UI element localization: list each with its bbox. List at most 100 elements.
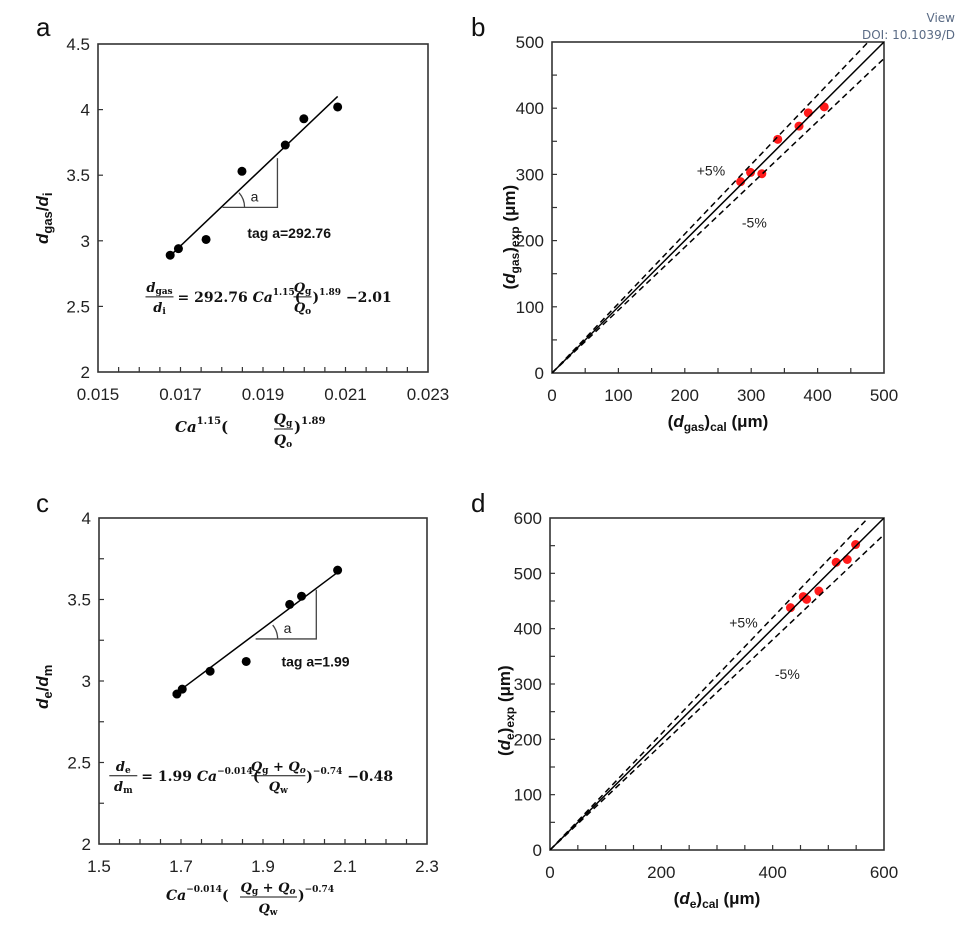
data-point [333, 102, 343, 112]
y-tick-label: 4 [81, 101, 90, 120]
y-tick-label: 2 [82, 835, 91, 854]
inner-fraction-denominator: Qo [294, 301, 311, 317]
plot-frame [97, 43, 429, 373]
text-part: d [679, 889, 690, 908]
x-axis-title-numerator: Qg [274, 412, 293, 429]
text-part: / [33, 686, 52, 691]
text-part: ) [500, 247, 519, 253]
panel-b: b 0 100 200 300 400 500 0 100 200 300 400 500 +5% -5% (… [471, 12, 898, 434]
text-part: exp [503, 707, 517, 728]
y-tick-label: 2.5 [67, 754, 91, 773]
deviation-label: -5% [742, 214, 767, 230]
text-part: + Q [268, 760, 300, 775]
minus-5pct-line [550, 534, 884, 850]
text-part: ( [500, 284, 519, 290]
x-tick-label: 300 [737, 386, 765, 405]
doi-link[interactable]: DOI: 10.1039/D [862, 28, 955, 42]
y-tick-label: 3 [82, 672, 91, 691]
text-part: −2.01 [341, 290, 392, 306]
text-part: (μm) [719, 889, 761, 908]
data-point [785, 603, 795, 613]
y-axis-title: de/dm [33, 665, 55, 709]
panel-letter: c [36, 488, 49, 518]
y-tick-label: 4.5 [66, 35, 90, 54]
view-link[interactable]: View [926, 11, 955, 25]
text-part: Q [274, 412, 286, 428]
y-tick-label: 500 [516, 33, 544, 52]
data-point [802, 594, 812, 604]
panel-a: a 0.015 0.017 0.019 0.021 0.023 2 2.5 3 3.5 4 4.5 a t… [33, 12, 449, 450]
x-tick-label: 600 [870, 863, 898, 882]
panel-letter: d [471, 488, 485, 518]
y-tick-label: 0 [533, 841, 542, 860]
data-point [803, 108, 813, 118]
text-part: 1.15 [273, 288, 295, 298]
text-part: −0.74 [305, 885, 334, 895]
text-part: m [40, 665, 55, 677]
text-part: d [116, 760, 125, 775]
inner-fraction-numerator: Qg + Qo [251, 760, 306, 776]
x-tick-label: 2.3 [415, 857, 439, 876]
text-part: e [40, 691, 55, 698]
text-part: d [33, 233, 52, 244]
text-part: gas [155, 287, 172, 297]
text-part: ) [495, 728, 514, 734]
text-part: ( [668, 412, 674, 431]
text-part: Q [294, 301, 306, 316]
text-part: i [40, 192, 55, 196]
equation-lhs-denominator: dm [114, 780, 133, 796]
text-part: −0.014 [217, 767, 253, 777]
plot-area [552, 42, 884, 373]
text-part: 1.15 [197, 416, 221, 427]
text-part: ) [298, 888, 305, 904]
text-part: o [289, 887, 295, 897]
y-axis-title: (dgas)exp (μm) [500, 185, 522, 290]
y-tick-label: 600 [514, 509, 542, 528]
text-part: Q [241, 881, 253, 896]
text-part: i [162, 307, 166, 317]
data-point [842, 555, 852, 564]
text-part: d [33, 698, 52, 709]
slope-annotation: tag a=292.76 [247, 225, 331, 241]
data-point [773, 134, 783, 144]
text-part: o [300, 766, 306, 776]
x-tick-label: 500 [870, 386, 898, 405]
y-axis-title: (de)exp (μm) [495, 665, 517, 756]
text-part: = 292.76 [178, 290, 253, 306]
y-tick-label: 100 [514, 786, 542, 805]
text-part: Q [251, 760, 263, 775]
x-tick-label: 0 [545, 863, 554, 882]
x-axis-title: Ca−0.014( [166, 885, 229, 904]
data-point [851, 540, 861, 550]
text-part: ( [495, 750, 514, 756]
y-tick-label: 3 [81, 232, 90, 251]
x-tick-label: 2.1 [333, 857, 357, 876]
data-point [736, 177, 746, 187]
x-axis-title: (dgas)cal (μm) [668, 412, 769, 434]
text-part: d [495, 739, 514, 750]
text-part: gas [684, 420, 705, 434]
text-part: Q [274, 433, 286, 449]
equation-lhs-denominator: di [153, 301, 166, 317]
text-part: 1.89 [301, 416, 325, 427]
x-tick-label: 0.023 [407, 385, 450, 404]
equation-lhs-numerator: dgas [146, 281, 172, 297]
data-point [814, 586, 824, 596]
text-part: ( [253, 769, 260, 785]
text-part: −0.014 [186, 885, 222, 895]
y-tick-label: 200 [516, 232, 544, 251]
text-part: d [114, 780, 123, 795]
y-tick-label: 500 [514, 564, 542, 583]
y-tick-label: 2.5 [66, 297, 90, 316]
x-tick-label: 100 [604, 386, 632, 405]
text-part: Ca [166, 888, 186, 904]
x-tick-label: 400 [803, 386, 831, 405]
text-part: m [123, 786, 133, 796]
text-part: 1.89 [319, 288, 341, 298]
text-part: ) [294, 418, 301, 436]
text-part: g [252, 887, 259, 897]
text-part: (μm) [727, 412, 769, 431]
text-part: cal [702, 897, 719, 911]
angle-arc [238, 192, 246, 208]
